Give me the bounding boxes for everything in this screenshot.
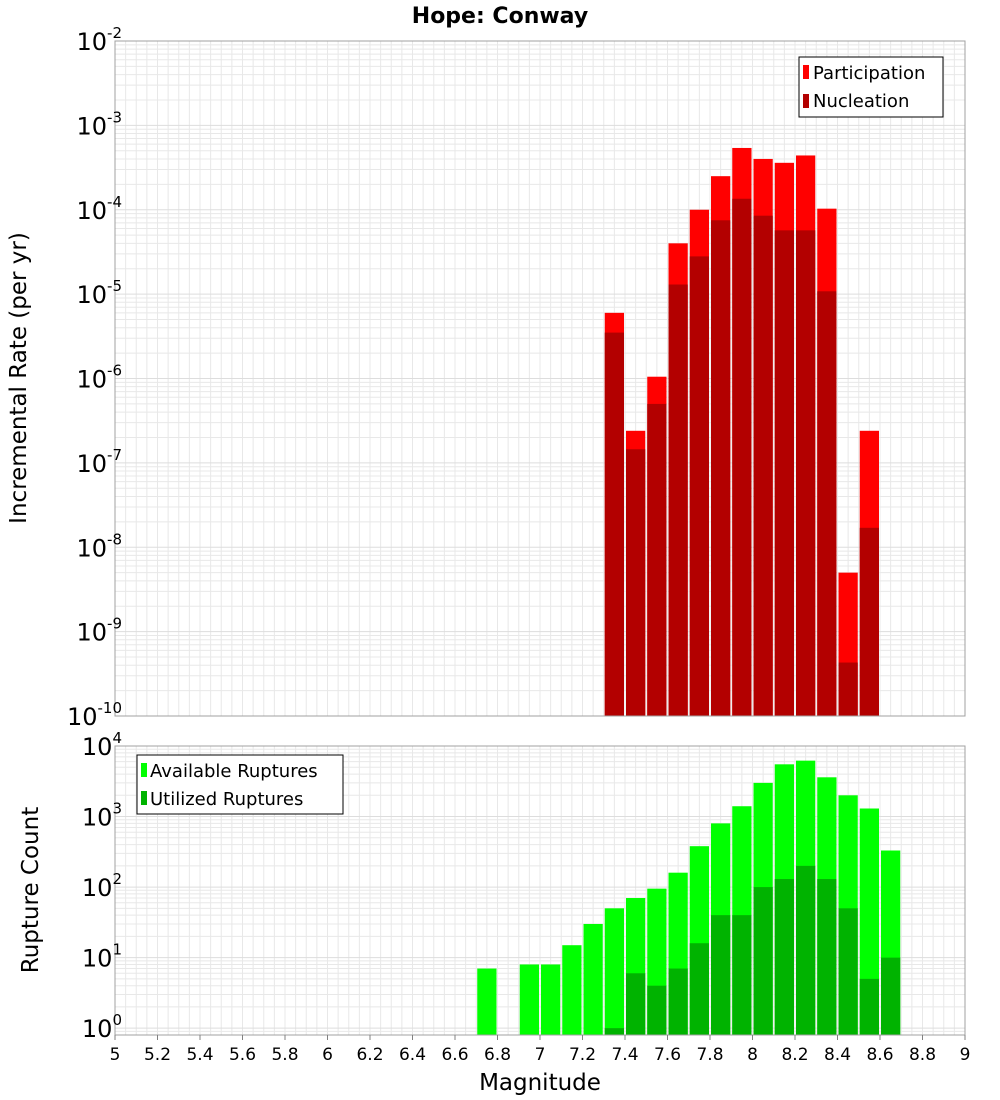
- bar-utilized-ruptures: [838, 908, 858, 1035]
- bar-available-ruptures: [604, 908, 624, 1035]
- x-tick-label: 9: [960, 1045, 971, 1065]
- y-tick-label: 104: [82, 729, 122, 761]
- count-bars: [477, 760, 901, 1035]
- x-tick-label: 8.6: [866, 1045, 893, 1065]
- bar-utilized-ruptures: [689, 943, 709, 1035]
- bar-utilized-ruptures: [732, 915, 752, 1035]
- bar-utilized-ruptures: [604, 1028, 624, 1035]
- bar-nucleation: [753, 215, 773, 717]
- x-tick-label: 5.8: [271, 1045, 298, 1065]
- rate-y-axis-label: Incremental Rate (per yr): [6, 232, 32, 524]
- bar-utilized-ruptures: [817, 879, 837, 1035]
- legend-nucleation-label: Nucleation: [813, 91, 909, 112]
- bar-available-ruptures: [519, 964, 539, 1035]
- rate-grid: [114, 40, 966, 717]
- y-tick-label: 10-8: [76, 530, 122, 562]
- legend-participation-swatch: [803, 65, 809, 79]
- bar-nucleation: [647, 403, 667, 716]
- x-tick-label: 8.2: [781, 1045, 808, 1065]
- rate-legend-box: [798, 56, 944, 118]
- legend-participation-label: Participation: [813, 63, 925, 84]
- rate-legend: Participation Nucleation: [798, 56, 944, 118]
- x-tick-label: 5: [110, 1045, 121, 1065]
- bar-nucleation: [626, 449, 646, 716]
- bar-utilized-ruptures: [774, 879, 794, 1035]
- bar-nucleation: [604, 332, 624, 716]
- x-tick-label: 6.8: [484, 1045, 511, 1065]
- bar-utilized-ruptures: [859, 978, 879, 1035]
- bar-utilized-ruptures: [753, 887, 773, 1035]
- count-x-ticks: 5 5.2 5.4 5.6 5.8 6 6.2 6.4 6.6 6.8 7 7.2 7.4 7.6 7.8 8…: [110, 1035, 971, 1065]
- bar-available-ruptures: [859, 808, 879, 1035]
- bar-utilized-ruptures: [647, 985, 667, 1035]
- bar-utilized-ruptures: [668, 968, 688, 1035]
- rate-bars: [604, 147, 879, 717]
- x-tick-label: 6.6: [441, 1045, 468, 1065]
- x-tick-label: 7.8: [696, 1045, 723, 1065]
- y-tick-label: 10-7: [76, 446, 122, 478]
- x-tick-label: 8: [747, 1045, 758, 1065]
- bar-available-ruptures: [562, 945, 582, 1035]
- x-tick-label: 5.2: [144, 1045, 171, 1065]
- x-tick-label: 6.2: [356, 1045, 383, 1065]
- legend-utilized-label: Utilized Ruptures: [150, 789, 303, 810]
- y-tick-label: 10-10: [67, 699, 122, 731]
- bar-nucleation: [774, 230, 794, 716]
- legend-available-swatch: [141, 763, 147, 777]
- bar-nucleation: [796, 230, 816, 716]
- y-tick-label: 102: [82, 870, 122, 902]
- bar-available-ruptures: [477, 968, 497, 1035]
- y-tick-label: 10-5: [76, 277, 122, 309]
- x-tick-label: 7: [535, 1045, 546, 1065]
- bar-available-ruptures: [541, 964, 561, 1035]
- plot-frame-rate: [114, 40, 966, 717]
- legend-utilized-swatch: [141, 791, 147, 805]
- x-tick-label: 6.4: [399, 1045, 426, 1065]
- bar-nucleation: [838, 662, 858, 716]
- x-tick-label: 5.6: [229, 1045, 256, 1065]
- count-y-ticks: 100 101 102 103 104: [82, 729, 122, 1043]
- bar-utilized-ruptures: [626, 973, 646, 1035]
- bar-nucleation: [668, 284, 688, 716]
- y-tick-label: 10-6: [76, 362, 122, 394]
- count-legend: Available Ruptures Utilized Ruptures: [136, 754, 344, 815]
- x-tick-label: 8.8: [909, 1045, 936, 1065]
- y-tick-label: 10-3: [76, 108, 122, 140]
- legend-available-label: Available Ruptures: [150, 761, 318, 782]
- x-axis-label: Magnitude: [479, 1070, 601, 1096]
- y-tick-label: 10-2: [76, 24, 122, 56]
- y-tick-label: 10-9: [76, 615, 122, 647]
- count-legend-box: [136, 754, 344, 815]
- count-y-axis-label: Rupture Count: [18, 807, 44, 973]
- rate-y-ticks: 10-10 10-9 10-8 10-7 10-6 10-5 10-4 10-3…: [67, 24, 122, 731]
- y-tick-label: 103: [82, 800, 122, 832]
- y-tick-label: 101: [82, 941, 122, 973]
- bar-nucleation: [711, 220, 731, 717]
- y-tick-label: 10-4: [76, 193, 122, 225]
- x-tick-label: 5.4: [186, 1045, 213, 1065]
- legend-nucleation-swatch: [803, 94, 809, 108]
- bar-nucleation: [859, 527, 879, 716]
- x-tick-label: 7.4: [611, 1045, 638, 1065]
- x-tick-label: 8.4: [824, 1045, 851, 1065]
- y-tick-label: 100: [82, 1011, 122, 1043]
- bar-utilized-ruptures: [796, 865, 816, 1035]
- bar-nucleation: [732, 198, 752, 717]
- bar-nucleation: [817, 291, 837, 716]
- x-tick-label: 7.2: [569, 1045, 596, 1065]
- bar-utilized-ruptures: [711, 915, 731, 1035]
- x-tick-label: 7.6: [654, 1045, 681, 1065]
- bar-available-ruptures: [583, 923, 603, 1035]
- x-tick-label: 6: [322, 1045, 333, 1065]
- chart-title: Hope: Conway: [412, 4, 588, 29]
- bar-nucleation: [689, 256, 709, 716]
- bar-utilized-ruptures: [881, 957, 901, 1035]
